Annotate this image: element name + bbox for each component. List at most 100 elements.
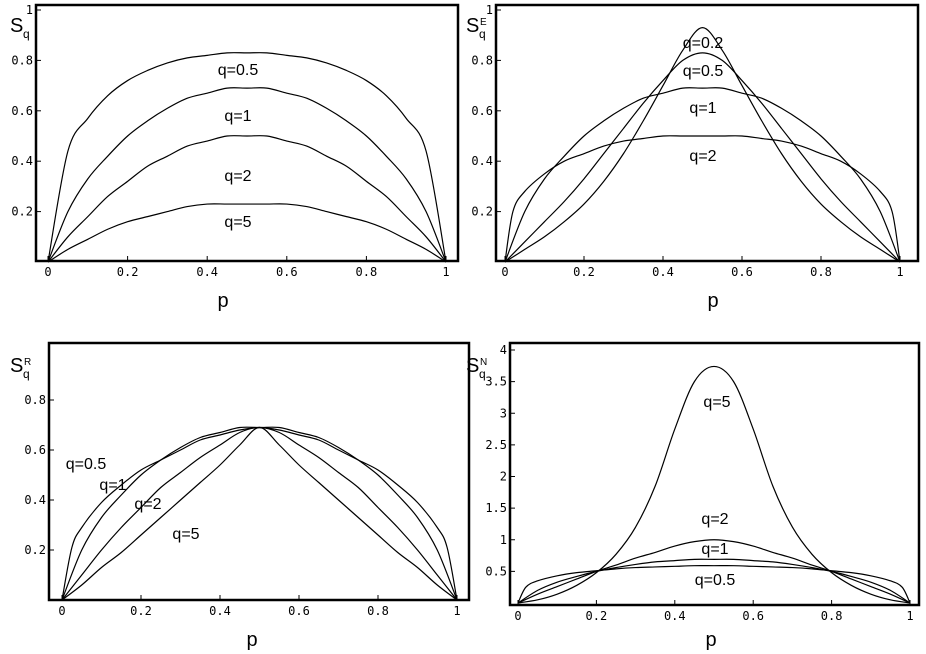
x-tick-label: 0 [501,265,508,279]
y-tick-label: 0.2 [471,205,493,219]
x-tick-label: 0.6 [731,265,753,279]
series-label: q=5 [224,214,251,231]
series-label: q=1 [99,477,126,494]
series-label: q=2 [224,168,251,185]
series-label: q=1 [224,108,251,125]
y-tick-label: 0.8 [24,393,46,407]
series-line [47,52,447,263]
y-tick-label: 4 [500,343,507,357]
x-axis-label: p [246,629,257,651]
y-tick-label: 3.5 [485,375,507,389]
y-tick-label: 3 [500,406,507,420]
x-axis-label: p [217,290,228,312]
x-tick-label: 0 [58,604,65,618]
x-axis-label: p [707,290,718,312]
y-tick-label: 1 [26,3,33,17]
y-axis-label-superscript: R [24,357,31,368]
chart-panel-4: 0 0.2 0.4 0.6 0.8 1 0.5 1 1.5 2 2.5 3 3.5 4 q=5 q=2 q=1 q… [466,341,921,651]
y-axis-label: S [10,355,23,377]
series-line [504,87,901,263]
chart-panel-2: 0 0.2 0.4 0.6 0.8 1 0.2 0.4 0.6 0.8 1 q=0.2 q=0.5 q=1… [466,3,920,312]
series-line [517,365,911,604]
series-label: q=0.2 [683,35,724,52]
series-label: q=0.5 [66,456,107,473]
y-tick-label: 0.8 [471,53,493,67]
y-tick-label: 1.5 [485,501,507,515]
x-tick-label: 0.4 [652,265,674,279]
x-tick-label: 0.6 [276,265,298,279]
series-line [47,203,447,263]
series-label: q=1 [689,100,716,117]
y-tick-label: 0.5 [485,564,507,578]
series-label: q=1 [701,541,728,558]
y-axis-label-subscript: q [23,27,30,41]
plot-frame [47,341,471,602]
series-label: q=2 [689,148,716,165]
series-line [504,52,901,263]
series-line [47,135,447,263]
series-line [504,27,901,263]
series-label: q=5 [703,394,730,411]
y-tick-label: 2 [500,470,507,484]
x-axis-label: p [705,629,716,651]
x-tick-label: 0.6 [288,604,310,618]
x-tick-label: 0.8 [821,609,843,623]
y-axis-label-subscript: q [479,27,486,41]
y-tick-label: 2.5 [485,438,507,452]
x-tick-label: 0.4 [209,604,231,618]
series-label: q=2 [701,511,728,528]
x-tick-label: 1 [906,609,913,623]
series-line [61,426,458,601]
x-tick-label: 0 [44,265,51,279]
series-line [61,426,458,601]
y-tick-label: 0.4 [11,154,33,168]
y-tick-label: 0.6 [11,104,33,118]
series-line [504,135,901,263]
y-tick-label: 1 [500,533,507,547]
y-tick-label: 0.8 [11,53,33,67]
x-tick-label: 0.8 [367,604,389,618]
series-label: q=5 [172,526,199,543]
x-tick-label: 0 [514,609,521,623]
y-tick-label: 0.6 [24,443,46,457]
y-tick-label: 0.2 [24,543,46,557]
x-tick-label: 1 [453,604,460,618]
series-label: q=0.5 [683,63,724,80]
chart-panel-3: 0 0.2 0.4 0.6 0.8 1 0.2 0.4 0.6 0.8 q=0.5 q=1 q=2 q=5… [10,341,471,651]
x-tick-label: 0.4 [196,265,218,279]
y-axis-label-superscript: E [480,17,487,28]
series-line [61,426,458,601]
plot-frame [34,3,460,263]
series-line [517,539,911,604]
x-tick-label: 1 [896,265,903,279]
y-axis-label: S [10,15,23,37]
y-axis-label: S [466,15,479,37]
y-tick-label: 0.4 [471,154,493,168]
series-line [517,558,911,604]
y-axis-label: S [466,355,479,377]
x-tick-label: 0.2 [130,604,152,618]
x-tick-label: 1 [442,265,449,279]
y-axis-label-subscript: q [479,367,486,381]
x-tick-label: 0.2 [117,265,139,279]
y-tick-label: 0.6 [471,104,493,118]
y-tick-label: 0.2 [11,205,33,219]
series-line [517,565,911,604]
x-tick-label: 0.2 [586,609,608,623]
x-tick-label: 0.8 [356,265,378,279]
x-tick-label: 0.2 [573,265,595,279]
x-tick-label: 0.8 [810,265,832,279]
plot-frame [494,3,920,263]
series-label: q=0.5 [695,572,736,589]
series-label: q=2 [134,496,161,513]
series-line [47,87,447,263]
series-line [61,426,458,601]
y-axis-label-superscript: N [480,357,487,368]
series-label: q=0.5 [218,62,259,79]
y-tick-label: 0.4 [24,493,46,507]
plot-frame [508,341,921,607]
chart-panel-1: 0 0.2 0.4 0.6 0.8 1 0.2 0.4 0.6 0.8 1 q=0.5 q=1 q=2 q=… [10,3,460,312]
y-axis-label-subscript: q [23,367,30,381]
y-tick-label: 1 [486,3,493,17]
